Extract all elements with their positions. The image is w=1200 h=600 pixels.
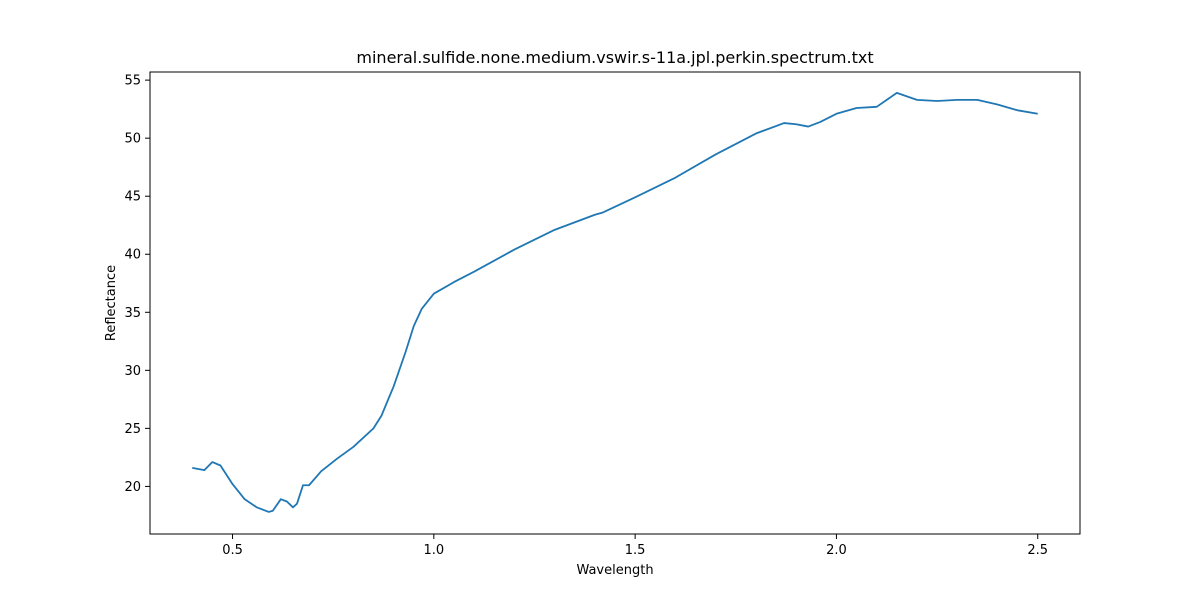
y-tick-label: 55 [124,74,141,89]
x-axis: 0.5 1.0 1.5 2.0 2.5 [222,534,1048,558]
x-tick-label: 2.5 [1027,543,1048,558]
y-tick-label: 50 [124,132,141,147]
plot-area [192,91,1038,513]
y-tick-label: 35 [124,306,141,321]
y-axis-label: Reflectance [104,265,119,341]
x-tick-label: 0.5 [222,543,243,558]
y-tick-label: 25 [124,422,141,437]
chart-title: mineral.sulfide.none.medium.vswir.s-11a.… [356,48,873,67]
y-tick-label: 45 [124,190,141,205]
x-tick-label: 1.5 [625,543,646,558]
y-tick-label: 40 [124,248,141,263]
x-tick-label: 2.0 [826,543,847,558]
plot-frame [149,71,1081,535]
x-axis-label: Wavelength [576,563,653,578]
y-axis: 20 25 30 35 40 45 50 55 [124,74,150,495]
y-tick-label: 30 [124,364,141,379]
x-tick-label: 1.0 [423,543,444,558]
y-tick-label: 20 [124,480,141,495]
series-line-0 [192,91,1038,513]
